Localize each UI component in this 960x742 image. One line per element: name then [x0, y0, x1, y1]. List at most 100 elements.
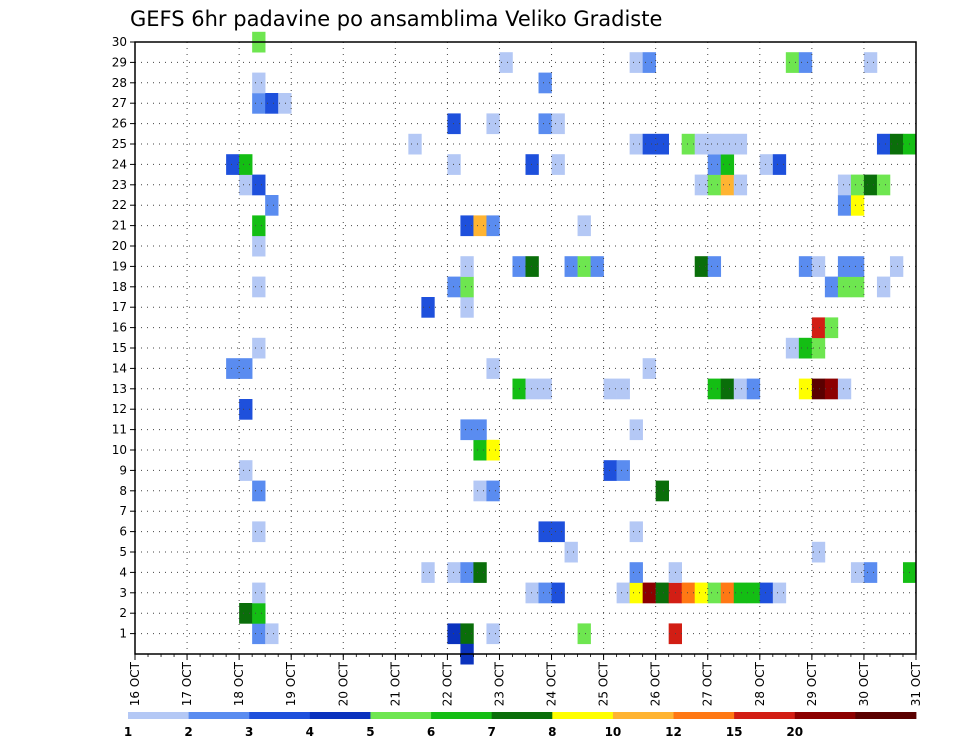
heatmap-cell — [447, 623, 461, 645]
heatmap-cell — [252, 623, 266, 645]
heatmap-cell — [850, 276, 865, 298]
heatmap-cell — [733, 378, 748, 400]
heatmap-cell — [642, 133, 656, 155]
heatmap-cell — [447, 562, 461, 583]
heatmap-cell — [252, 521, 266, 543]
heatmap-cell — [785, 337, 800, 359]
heatmap-cell — [863, 52, 878, 73]
heatmap-cell — [850, 562, 865, 583]
heatmap-cells — [226, 31, 917, 665]
heatmap-cell — [486, 215, 500, 237]
colorbar-swatch — [734, 712, 796, 719]
colorbar-label: 3 — [245, 725, 253, 739]
y-tick-label: 22 — [112, 198, 127, 212]
heatmap-cell — [850, 195, 865, 216]
x-tick-label: 30 OCT — [857, 661, 871, 706]
heatmap-cell — [551, 154, 565, 175]
heatmap-cell — [837, 174, 852, 196]
colorbar-swatch — [612, 712, 674, 719]
heatmap-cell — [694, 256, 709, 277]
heatmap-cell — [564, 541, 578, 563]
colorbar-label: 4 — [306, 725, 314, 739]
x-tick-label: 20 OCT — [336, 661, 350, 706]
heatmap-cell — [616, 460, 630, 481]
heatmap-cell — [772, 582, 787, 604]
y-tick-label: 29 — [112, 55, 127, 69]
heatmap-cell — [577, 623, 591, 645]
heatmap-cell — [525, 378, 539, 400]
heatmap-cell — [499, 52, 513, 73]
heatmap-cell — [564, 256, 578, 277]
heatmap-cell — [538, 378, 552, 400]
heatmap-cell — [538, 113, 552, 135]
heatmap-cell — [252, 72, 266, 94]
heatmap-cell — [720, 174, 735, 196]
heatmap-cell — [239, 358, 253, 379]
heatmap-cell — [850, 256, 865, 277]
heatmap-cell — [642, 52, 656, 73]
heatmap-cell — [486, 439, 500, 461]
colorbar-swatch — [794, 712, 856, 719]
heatmap-cell — [447, 113, 461, 135]
heatmap-cell — [239, 399, 253, 420]
heatmap-cell — [538, 582, 552, 604]
y-tick-label: 13 — [112, 382, 127, 396]
heatmap-cell — [525, 582, 539, 604]
y-tick-label: 6 — [119, 525, 127, 539]
colorbar-swatch — [188, 712, 250, 719]
y-tick-label: 7 — [119, 504, 127, 518]
heatmap-cell — [642, 582, 656, 604]
heatmap-cell — [850, 174, 865, 196]
heatmap-cell — [811, 378, 826, 400]
heatmap-cell — [252, 215, 266, 237]
heatmap-cell — [759, 154, 774, 175]
heatmap-cell — [226, 154, 240, 175]
heatmap-cell — [642, 358, 656, 379]
heatmap-cell — [460, 562, 474, 583]
heatmap-cell — [551, 521, 565, 543]
heatmap-cell — [473, 419, 487, 441]
heatmap-cell — [603, 378, 617, 400]
heatmap-cell — [486, 358, 500, 379]
heatmap-cell — [629, 562, 643, 583]
heatmap-cell — [460, 276, 474, 298]
heatmap-cell — [720, 154, 735, 175]
heatmap-cell — [772, 154, 787, 175]
y-tick-label: 21 — [112, 219, 127, 233]
heatmap-cell — [694, 133, 709, 155]
colorbar-swatch — [370, 712, 432, 719]
heatmap-cell — [577, 215, 591, 237]
heatmap-cell — [811, 256, 826, 277]
heatmap-cell — [265, 195, 279, 216]
heatmap-cell — [551, 113, 565, 135]
heatmap-cell — [252, 337, 266, 359]
y-tick-label: 10 — [112, 443, 127, 457]
heatmap-cell — [811, 317, 826, 339]
heatmap-cell — [252, 235, 266, 257]
heatmap-cell — [252, 480, 266, 502]
colorbar-label: 8 — [548, 725, 556, 739]
heatmap-cell — [551, 582, 565, 604]
heatmap-cell — [876, 133, 891, 155]
heatmap-cell — [655, 582, 669, 604]
colorbar: 1 2 3 4 5 6 7 8 10 12 15 20 — [124, 712, 917, 739]
y-tick-label: 18 — [112, 280, 127, 294]
colorbar-swatch — [552, 712, 614, 719]
heatmap-cell — [239, 460, 253, 481]
heatmap-cell — [538, 72, 552, 94]
heatmap-cell — [616, 582, 630, 604]
x-tick-label: 31 OCT — [909, 661, 923, 706]
y-tick-label: 4 — [119, 565, 127, 579]
heatmap-cell — [577, 256, 591, 277]
heatmap-cell — [239, 603, 253, 624]
heatmap-cell — [707, 256, 722, 277]
heatmap-cell — [252, 93, 266, 114]
heatmap-cell — [798, 52, 813, 73]
heatmap-cell — [785, 52, 800, 73]
heatmap-cell — [460, 256, 474, 277]
heatmap-cell — [681, 133, 696, 155]
y-tick-label: 30 — [112, 35, 127, 49]
x-tick-label: 18 OCT — [232, 661, 246, 706]
heatmap-cell — [226, 358, 240, 379]
